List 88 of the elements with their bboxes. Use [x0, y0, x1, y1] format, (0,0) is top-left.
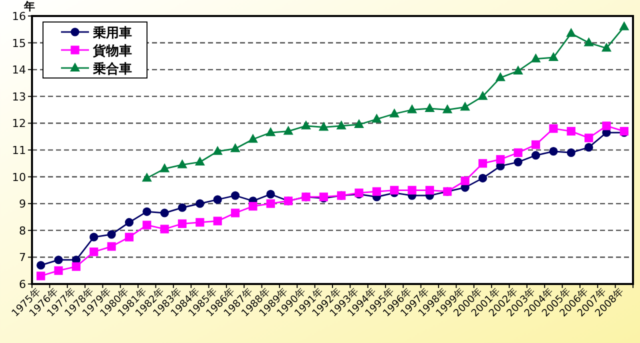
point: [230, 191, 240, 200]
point: [513, 65, 524, 74]
point: [601, 42, 612, 52]
point: [54, 256, 63, 264]
point: [619, 21, 630, 30]
point: [584, 134, 594, 142]
y-tick-label: 11: [12, 144, 26, 157]
point: [196, 199, 204, 208]
point: [548, 52, 558, 62]
point: [478, 90, 488, 100]
point: [266, 127, 276, 136]
point: [514, 158, 522, 166]
point: [124, 218, 134, 227]
point: [178, 203, 187, 212]
point: [212, 146, 223, 155]
y-tick-label: 9: [19, 198, 26, 211]
point: [160, 163, 170, 172]
point: [549, 147, 558, 156]
y-tick-label: 14: [12, 64, 26, 77]
legend-label: 貨物車: [92, 43, 132, 59]
point: [389, 108, 400, 118]
point: [90, 248, 98, 256]
point: [442, 104, 452, 114]
point: [248, 202, 258, 211]
point: [530, 53, 541, 62]
point: [230, 208, 240, 218]
point: [531, 151, 540, 160]
point: [496, 155, 505, 164]
point: [283, 126, 294, 135]
point: [54, 266, 63, 275]
point: [566, 148, 576, 157]
point: [372, 114, 382, 123]
point: [372, 187, 381, 196]
point: [478, 174, 488, 182]
y-tick-label: 7: [19, 251, 26, 264]
y-tick-label: 13: [12, 90, 26, 104]
point: [177, 159, 188, 168]
point: [336, 120, 346, 130]
point: [266, 190, 275, 199]
point: [425, 186, 434, 194]
point: [178, 219, 187, 228]
point: [72, 262, 80, 271]
point: [266, 199, 275, 208]
point: [213, 216, 222, 226]
point: [160, 224, 169, 234]
y-axis-title: 年: [23, 0, 35, 13]
point: [584, 37, 594, 46]
legend-label: 乗合車: [92, 61, 132, 77]
point: [107, 242, 116, 251]
point: [213, 195, 222, 204]
point: [390, 186, 399, 194]
point: [194, 156, 205, 166]
point: [36, 272, 46, 280]
point: [407, 104, 418, 114]
point: [230, 143, 240, 152]
point: [196, 218, 204, 227]
point: [566, 28, 576, 37]
point: [142, 207, 152, 216]
point: [408, 186, 416, 194]
point: [354, 119, 364, 128]
point: [566, 126, 576, 136]
y-tick-label: 8: [19, 224, 26, 238]
y-tick-label: 10: [12, 170, 26, 184]
point: [549, 124, 558, 133]
point: [142, 220, 152, 230]
point: [90, 232, 98, 242]
point: [160, 208, 169, 218]
point: [424, 102, 435, 112]
point: [248, 134, 258, 143]
point: [478, 159, 488, 168]
y-tick-label: 12: [12, 117, 26, 130]
point: [460, 176, 470, 186]
point: [602, 122, 611, 130]
point: [514, 148, 522, 157]
point: [584, 143, 594, 152]
point: [460, 102, 470, 111]
y-tick-label: 6: [19, 278, 26, 291]
point: [495, 72, 506, 82]
point: [142, 172, 152, 182]
point: [300, 120, 311, 130]
y-tick-label: 15: [12, 36, 26, 50]
legend-label: 乗用車: [92, 25, 132, 41]
y-tick-label: 16: [12, 10, 26, 23]
point: [124, 232, 134, 242]
point: [36, 260, 46, 270]
point: [318, 122, 329, 131]
point: [107, 230, 116, 239]
point: [531, 140, 540, 149]
